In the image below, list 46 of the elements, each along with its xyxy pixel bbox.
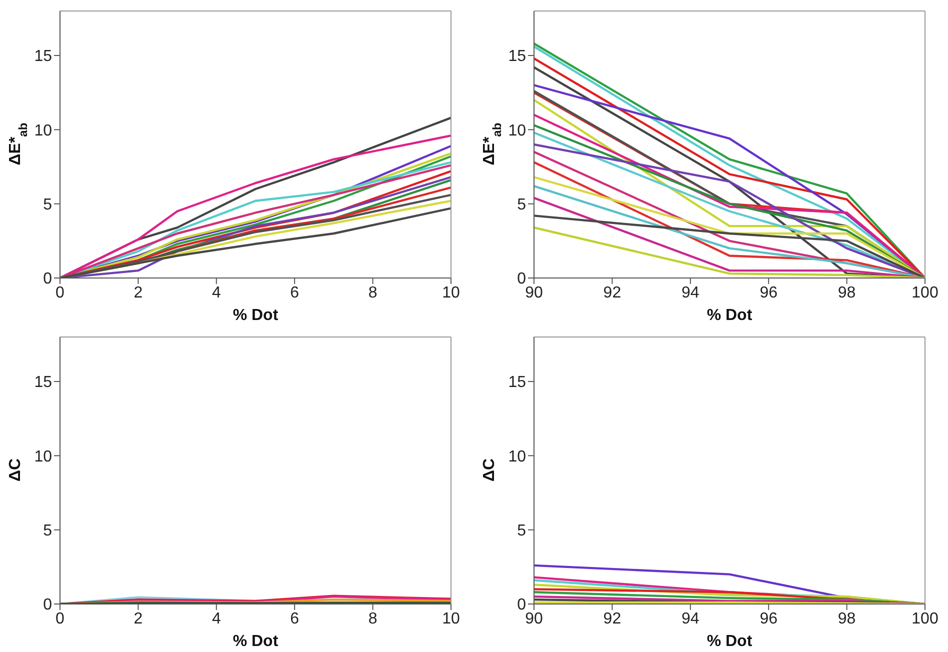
x-tick-label: 6 [290, 284, 300, 302]
x-axis-title: % Dot [706, 307, 753, 324]
x-tick-label: 4 [212, 610, 221, 628]
x-tick-label: 0 [56, 284, 65, 302]
x-tick-label: 96 [760, 284, 778, 302]
y-tick-label: 15 [34, 374, 52, 392]
x-tick-label: 100 [912, 284, 938, 302]
x-tick-label: 98 [838, 610, 856, 628]
x-tick-label: 0 [56, 610, 65, 628]
y-axis-title: ΔC [0, 326, 30, 652]
y-tick-label: 15 [508, 374, 526, 392]
y-tick-label: 5 [517, 196, 526, 214]
x-axis-title: % Dot [232, 307, 279, 324]
y-axis-title: ΔC [474, 326, 504, 652]
y-tick-label: 0 [517, 596, 526, 614]
x-tick-label: 2 [134, 284, 143, 302]
x-tick-label: 8 [368, 284, 378, 302]
x-tick-label: 6 [290, 610, 300, 628]
x-tick-label: 2 [134, 610, 143, 628]
x-tick-label: 98 [838, 284, 856, 302]
y-tick-label: 5 [43, 196, 52, 214]
y-tick-label: 10 [508, 122, 526, 140]
x-tick-label: 10 [442, 610, 460, 628]
y-tick-label: 10 [34, 448, 52, 466]
x-tick-label: 92 [603, 284, 622, 302]
y-tick-label: 5 [43, 522, 52, 540]
x-tick-label: 10 [442, 284, 460, 302]
y-tick-label: 0 [43, 270, 52, 288]
y-tick-label: 15 [508, 48, 526, 66]
y-tick-label: 0 [43, 596, 52, 614]
y-tick-label: 0 [517, 270, 526, 288]
x-tick-label: 4 [212, 284, 221, 302]
x-tick-label: 90 [525, 610, 543, 628]
y-tick-label: 15 [34, 48, 52, 66]
x-tick-label: 8 [368, 610, 378, 628]
x-tick-label: 94 [682, 610, 700, 628]
y-tick-label: 10 [34, 122, 52, 140]
x-axis-title: % Dot [232, 633, 279, 650]
x-axis-title: % Dot [706, 633, 753, 650]
x-tick-label: 90 [525, 284, 543, 302]
x-tick-label: 92 [603, 610, 622, 628]
y-tick-label: 5 [517, 522, 526, 540]
x-tick-label: 100 [912, 610, 938, 628]
y-tick-label: 10 [508, 448, 526, 466]
x-tick-label: 94 [682, 284, 700, 302]
x-tick-label: 96 [760, 610, 778, 628]
